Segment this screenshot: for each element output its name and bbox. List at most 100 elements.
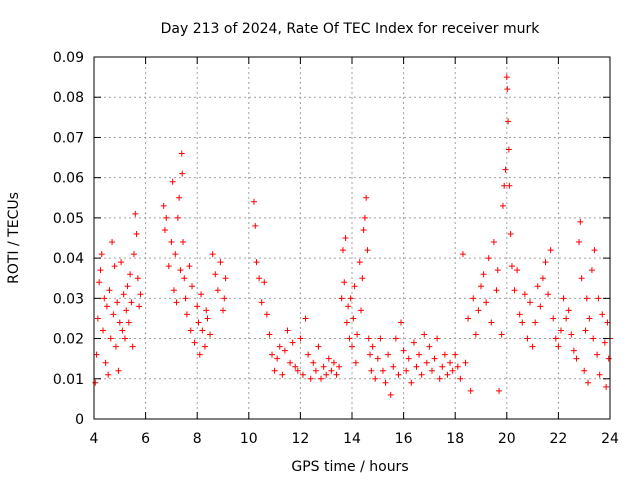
- x-tick-label: 24: [601, 431, 619, 447]
- data-point: [250, 198, 257, 205]
- data-point: [318, 375, 325, 382]
- y-tick-label: 0.05: [53, 211, 84, 227]
- data-point: [431, 355, 438, 362]
- data-point: [127, 271, 134, 278]
- data-point: [360, 226, 367, 233]
- data-point: [106, 287, 113, 294]
- data-point: [351, 283, 358, 290]
- data-point: [116, 319, 123, 326]
- data-point: [604, 319, 611, 326]
- data-point: [109, 239, 116, 246]
- data-point: [595, 295, 602, 302]
- data-point: [426, 343, 433, 350]
- data-point: [102, 359, 109, 366]
- data-point: [413, 363, 420, 370]
- data-point: [333, 371, 340, 378]
- chart-title: Day 213 of 2024, Rate Of TEC Index for r…: [161, 21, 541, 37]
- data-point: [349, 343, 355, 350]
- y-tick-label: 0: [75, 412, 84, 428]
- data-point: [590, 335, 597, 342]
- data-point: [552, 335, 559, 342]
- data-point: [449, 367, 456, 374]
- data-point: [596, 371, 603, 378]
- data-point: [498, 331, 505, 338]
- data-point: [542, 259, 549, 266]
- data-point: [519, 319, 526, 326]
- data-point: [345, 303, 352, 310]
- data-point: [123, 307, 130, 314]
- data-point: [177, 267, 184, 274]
- data-point: [299, 371, 306, 378]
- data-point: [181, 275, 188, 282]
- data-point: [194, 303, 201, 310]
- x-tick-label: 22: [549, 431, 567, 447]
- data-point: [110, 311, 117, 318]
- x-tick-label: 6: [141, 431, 150, 447]
- data-point: [444, 371, 451, 378]
- data-point: [582, 327, 589, 334]
- data-point: [534, 283, 541, 290]
- data-point: [105, 371, 112, 378]
- data-point: [115, 367, 122, 374]
- data-point: [107, 335, 114, 342]
- data-point: [325, 355, 332, 362]
- data-point: [186, 263, 193, 270]
- data-point: [133, 230, 140, 237]
- data-point: [271, 367, 278, 374]
- x-axis-label: GPS time / hours: [291, 459, 408, 475]
- data-point: [452, 351, 459, 358]
- data-point: [594, 351, 601, 358]
- data-point: [488, 319, 495, 326]
- data-point: [505, 146, 512, 153]
- data-point: [364, 247, 371, 254]
- data-point: [191, 339, 198, 346]
- data-point: [514, 267, 521, 274]
- data-point: [124, 283, 131, 290]
- data-point: [336, 363, 343, 370]
- data-point: [480, 271, 487, 278]
- data-point: [527, 299, 534, 306]
- data-point: [472, 331, 479, 338]
- data-point: [342, 235, 349, 241]
- data-point: [475, 307, 482, 314]
- data-point: [465, 315, 472, 322]
- data-point: [297, 335, 304, 342]
- data-point: [341, 279, 348, 286]
- data-point: [377, 335, 384, 342]
- y-tick-label: 0.02: [53, 332, 84, 348]
- data-point: [459, 251, 466, 258]
- data-point: [94, 315, 101, 322]
- data-point: [405, 355, 412, 362]
- data-point: [204, 315, 211, 322]
- data-point: [359, 275, 366, 282]
- data-point: [170, 287, 177, 294]
- x-tick-label: 10: [240, 431, 258, 447]
- data-point: [581, 367, 588, 374]
- data-point: [568, 331, 575, 338]
- data-point: [555, 343, 562, 350]
- data-point: [294, 367, 301, 374]
- data-point: [160, 202, 167, 209]
- data-point: [524, 335, 531, 342]
- data-point: [121, 335, 128, 342]
- data-point: [180, 239, 187, 246]
- data-point: [586, 315, 593, 322]
- data-point: [323, 371, 330, 378]
- data-point: [529, 343, 536, 350]
- data-point: [118, 259, 125, 266]
- data-point: [521, 291, 528, 298]
- data-point: [111, 263, 118, 270]
- data-point: [418, 371, 425, 378]
- data-point: [172, 251, 179, 258]
- data-point: [169, 178, 176, 185]
- data-point: [256, 275, 263, 282]
- data-point: [454, 363, 461, 370]
- data-point: [423, 359, 430, 366]
- data-point: [129, 343, 136, 350]
- data-point: [96, 279, 103, 286]
- data-point: [400, 347, 407, 354]
- data-point: [174, 214, 181, 221]
- data-point: [307, 375, 314, 382]
- data-point: [537, 303, 544, 310]
